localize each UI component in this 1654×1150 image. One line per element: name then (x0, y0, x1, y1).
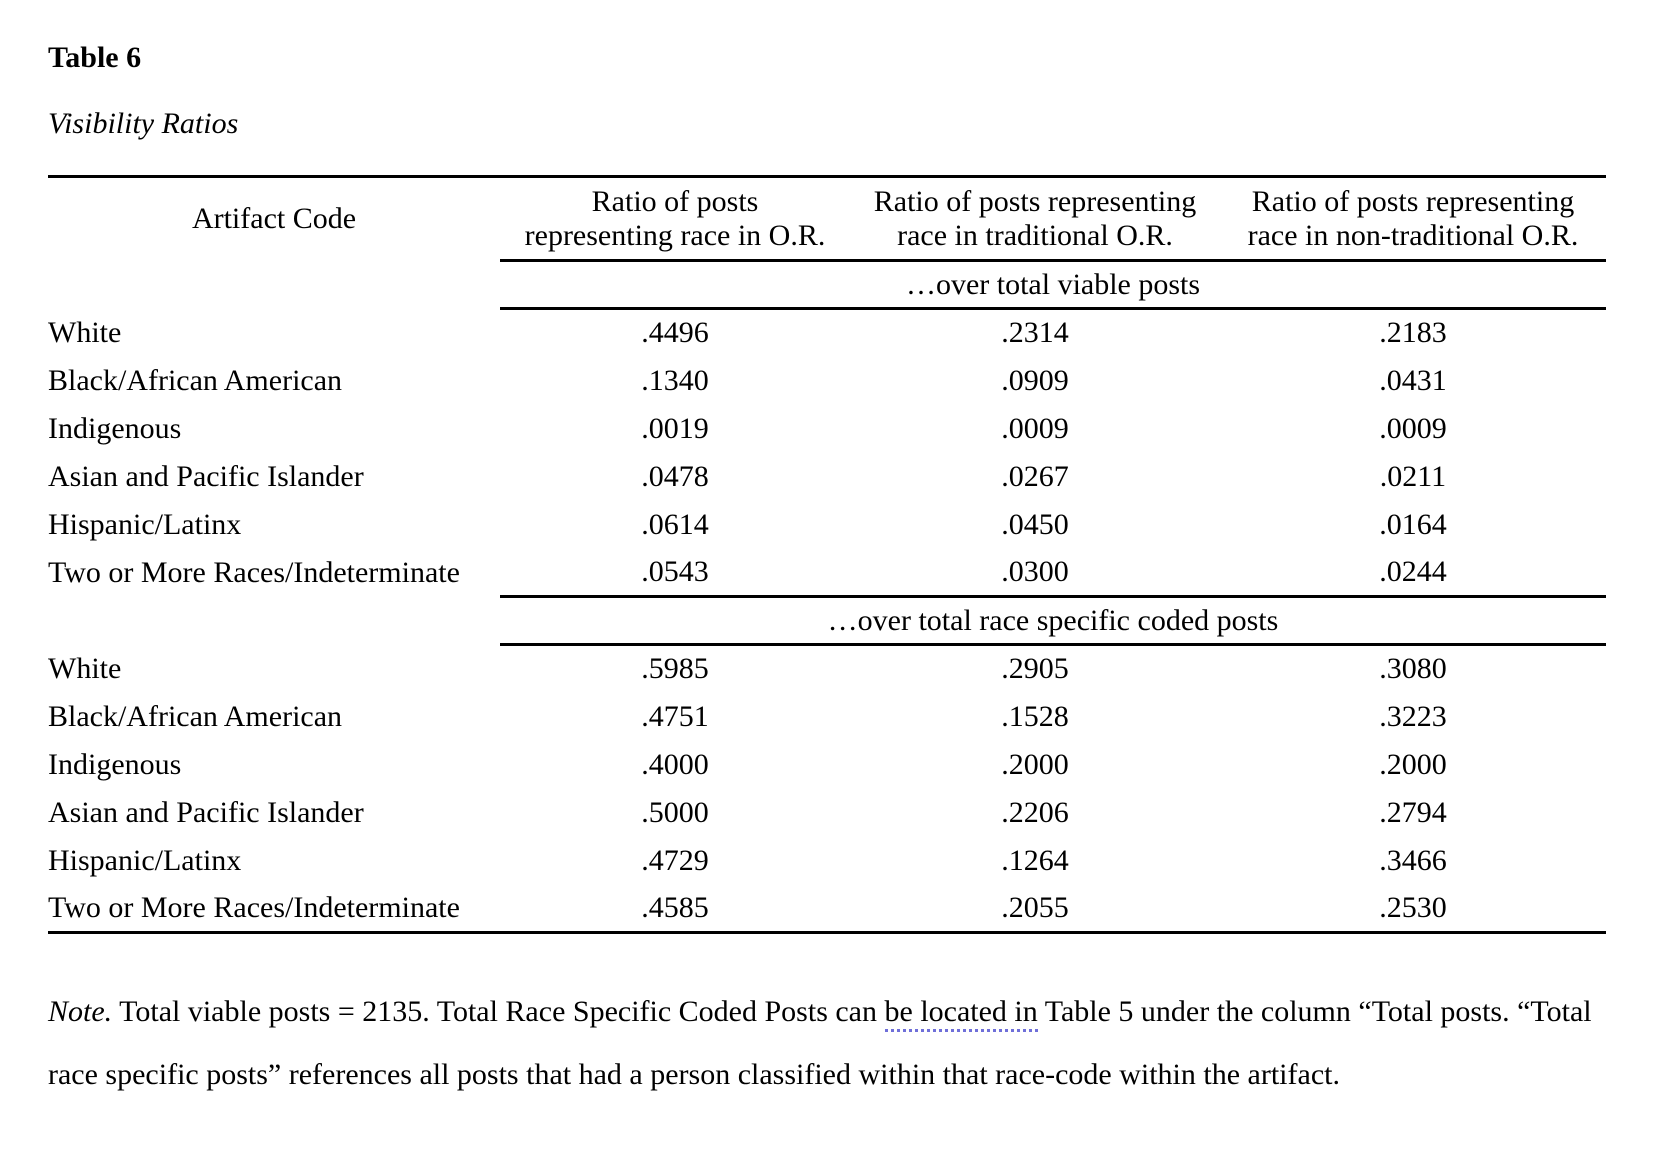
table-row: Asian and Pacific Islander .5000 .2206 .… (48, 789, 1606, 837)
table-row: Two or More Races/Indeterminate .4585 .2… (48, 885, 1606, 933)
section-subheader-row: …over total race specific coded posts (48, 595, 1606, 646)
table-row: White .4496 .2314 .2183 (48, 309, 1606, 357)
column-header-artifact-code: Artifact Code (191, 202, 357, 236)
cell-value: .0543 (641, 554, 709, 588)
table-title: Visibility Ratios (48, 107, 239, 140)
row-label: Two or More Races/Indeterminate (48, 555, 460, 589)
column-header-ratio-nontraditional-or: Ratio of posts representing race in non-… (1220, 176, 1606, 262)
row-label: Black/African American (48, 363, 343, 397)
row-label: Hispanic/Latinx (48, 843, 242, 877)
cell-value: .0009 (1001, 411, 1069, 445)
row-label: Indigenous (48, 747, 182, 781)
column-header-line: race in traditional O.R. (897, 218, 1173, 252)
column-header-ratio-or: Ratio of posts representing race in O.R. (500, 176, 850, 262)
cell-value: .4496 (641, 316, 709, 350)
cell-value: .2000 (1379, 747, 1447, 781)
grammar-flagged-text: be located in (884, 995, 1038, 1032)
column-header-line: Ratio of posts representing (873, 184, 1197, 218)
cell-value: .2000 (1001, 747, 1069, 781)
row-label: Black/African American (48, 699, 343, 733)
note-text-after: Table 5 under the column “Total posts. “… (48, 995, 1592, 1091)
cell-value: .0009 (1379, 411, 1447, 445)
table-number: Table 6 (48, 41, 142, 74)
cell-value: .0164 (1379, 507, 1447, 541)
section-subheader-race-specific-posts: …over total race specific coded posts (500, 595, 1606, 646)
cell-value: .5985 (641, 652, 709, 686)
cell-value: .2206 (1001, 795, 1069, 829)
cell-value: .5000 (641, 795, 709, 829)
cell-value: .4585 (641, 890, 709, 924)
row-label: Indigenous (48, 411, 182, 445)
cell-value: .3466 (1379, 843, 1447, 877)
cell-value: .2530 (1379, 890, 1447, 924)
cell-value: .0300 (1001, 554, 1069, 588)
note-label: Note. (48, 995, 113, 1028)
column-header-line: Ratio of posts (591, 184, 759, 218)
table-row: Indigenous .4000 .2000 .2000 (48, 741, 1606, 789)
cell-value: .3223 (1379, 699, 1447, 733)
table-row: Asian and Pacific Islander .0478 .0267 .… (48, 453, 1606, 501)
cell-value: .0244 (1379, 554, 1447, 588)
cell-value: .2183 (1379, 316, 1447, 350)
table-row: Hispanic/Latinx .0614 .0450 .0164 (48, 501, 1606, 549)
cell-value: .0431 (1379, 363, 1447, 397)
table-row: White .5985 .2905 .3080 (48, 645, 1606, 693)
row-label: Two or More Races/Indeterminate (48, 890, 460, 924)
cell-value: .2794 (1379, 795, 1447, 829)
cell-value: .1264 (1001, 843, 1069, 877)
cell-value: .4000 (641, 747, 709, 781)
visibility-ratios-table: Artifact Code Ratio of posts representin… (48, 175, 1606, 934)
column-header-line: representing race in O.R. (524, 218, 826, 252)
cell-value: .0478 (641, 459, 709, 493)
cell-value: .2314 (1001, 316, 1069, 350)
cell-value: .4751 (641, 699, 709, 733)
row-label: Asian and Pacific Islander (48, 795, 364, 829)
cell-value: .2055 (1001, 890, 1069, 924)
empty-cell (48, 261, 500, 309)
empty-cell (48, 597, 500, 645)
column-header-line: race in non-traditional O.R. (1247, 218, 1579, 252)
table-row: Black/African American .1340 .0909 .0431 (48, 357, 1606, 405)
cell-value: .0614 (641, 507, 709, 541)
cell-value: .4729 (641, 843, 709, 877)
section-subheader-viable-posts: …over total viable posts (500, 260, 1606, 310)
row-label: White (48, 651, 122, 685)
row-label: Asian and Pacific Islander (48, 459, 364, 493)
cell-value: .1340 (641, 363, 709, 397)
cell-value: .0019 (641, 411, 709, 445)
column-header-line: Ratio of posts representing (1251, 184, 1575, 218)
cell-value: .0211 (1379, 459, 1447, 493)
cell-value: .2905 (1001, 652, 1069, 686)
row-label: White (48, 315, 122, 349)
section-subheader-row: …over total viable posts (48, 260, 1606, 310)
header-row: Artifact Code Ratio of posts representin… (48, 176, 1606, 262)
table-row: Two or More Races/Indeterminate .0543 .0… (48, 549, 1606, 597)
cell-value: .3080 (1379, 652, 1447, 686)
table-row: Indigenous .0019 .0009 .0009 (48, 405, 1606, 453)
row-label: Hispanic/Latinx (48, 507, 242, 541)
table-row: Black/African American .4751 .1528 .3223 (48, 693, 1606, 741)
cell-value: .0909 (1001, 363, 1069, 397)
column-header-ratio-traditional-or: Ratio of posts representing race in trad… (850, 176, 1220, 262)
table-note: Note. Total viable posts = 2135. Total R… (48, 980, 1606, 1106)
cell-value: .0450 (1001, 507, 1069, 541)
table-row: Hispanic/Latinx .4729 .1264 .3466 (48, 837, 1606, 885)
note-text-before: Total viable posts = 2135. Total Race Sp… (112, 995, 885, 1028)
cell-value: .1528 (1001, 699, 1069, 733)
cell-value: .0267 (1001, 459, 1069, 493)
